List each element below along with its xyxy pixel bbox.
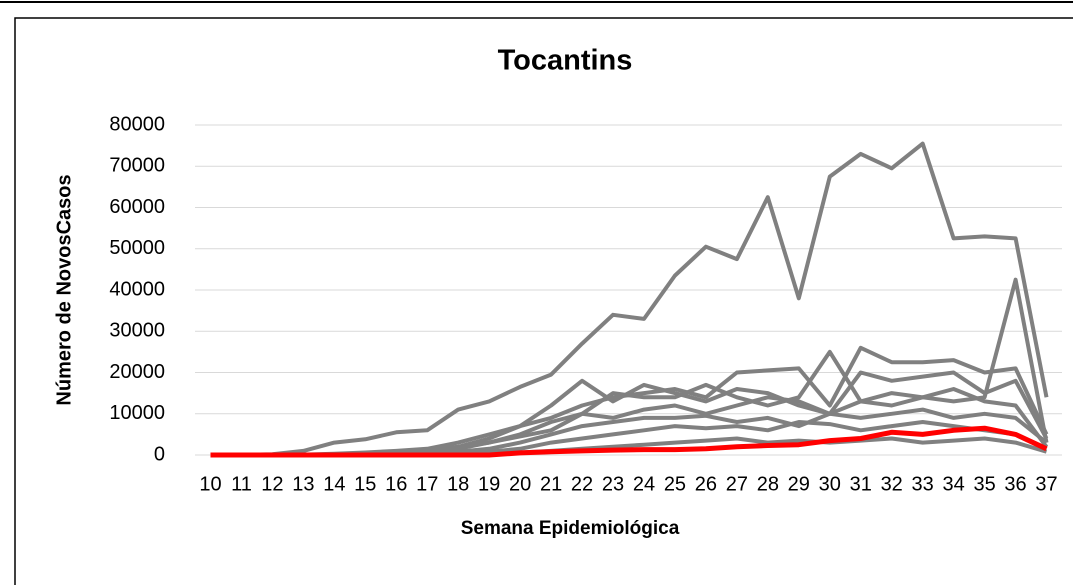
y-tick-label: 80000	[109, 113, 165, 135]
y-tick-label: 70000	[109, 155, 165, 177]
x-tick-label: 20	[509, 473, 531, 495]
x-tick-label: 33	[912, 473, 934, 495]
x-tick-label: 12	[261, 473, 283, 495]
x-tick-label: 13	[292, 473, 314, 495]
x-tick-label: 37	[1035, 473, 1057, 495]
x-tick-label: 29	[788, 473, 810, 495]
x-tick-label: 23	[602, 473, 624, 495]
x-tick-label: 10	[199, 473, 221, 495]
series-line	[210, 345, 1049, 457]
x-tick-label: 14	[323, 473, 345, 495]
x-tick-label: 16	[385, 473, 407, 495]
x-tick-label: 31	[850, 473, 872, 495]
x-axis-title: Semana Epidemiológica	[461, 518, 680, 539]
x-tick-label: 32	[881, 473, 903, 495]
x-tick-label: 30	[819, 473, 841, 495]
series-line	[210, 141, 1049, 457]
chart-title: Tocantins	[498, 45, 633, 77]
series-line	[210, 425, 1048, 458]
y-tick-label: 10000	[109, 402, 165, 424]
y-tick-label: 0	[154, 443, 165, 465]
x-tick-label: 18	[447, 473, 469, 495]
x-tick-label: 11	[231, 473, 252, 495]
x-tick-label: 28	[757, 473, 779, 495]
y-tick-label: 20000	[109, 361, 165, 383]
chart-frame	[14, 17, 1073, 585]
x-tick-label: 27	[726, 473, 748, 495]
x-tick-label: 22	[571, 473, 593, 495]
x-tick-label: 26	[695, 473, 717, 495]
y-tick-label: 60000	[109, 196, 165, 218]
series-line	[210, 277, 1049, 457]
y-tick-label: 30000	[109, 320, 165, 342]
x-tick-label: 34	[943, 473, 965, 495]
y-axis-title: Número de NovosCasos	[53, 174, 75, 405]
x-tick-label: 21	[540, 473, 562, 495]
y-tick-label: 40000	[109, 278, 165, 300]
x-tick-label: 15	[354, 473, 376, 495]
series-line	[210, 349, 1049, 457]
x-tick-label: 17	[416, 473, 438, 495]
x-tick-label: 19	[478, 473, 500, 495]
x-tick-label: 36	[1004, 473, 1026, 495]
x-tick-label: 35	[973, 473, 995, 495]
x-tick-label: 25	[664, 473, 686, 495]
y-tick-label: 50000	[109, 237, 165, 259]
x-tick-label: 24	[633, 473, 655, 495]
